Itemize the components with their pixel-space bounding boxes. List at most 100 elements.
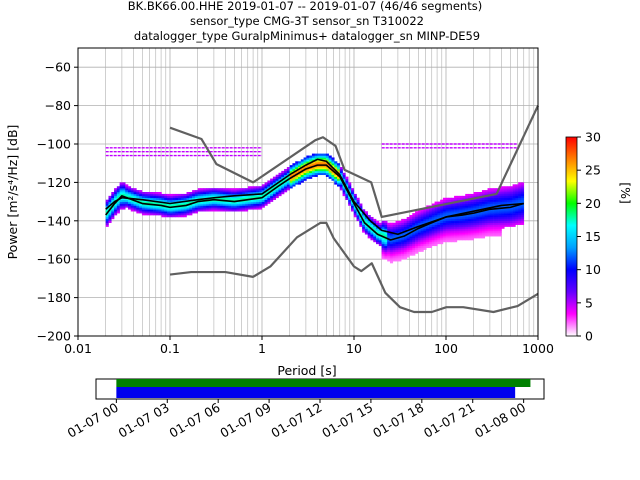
psd-cell bbox=[253, 205, 257, 208]
psd-cell bbox=[417, 228, 421, 231]
psd-cell bbox=[501, 193, 505, 197]
psd-cell bbox=[423, 216, 427, 220]
psd-cell bbox=[130, 209, 134, 212]
psd-cell bbox=[167, 209, 171, 212]
psd-cell bbox=[389, 253, 394, 256]
psd-cell bbox=[403, 232, 407, 235]
psd-cell bbox=[122, 201, 126, 204]
psd-cell bbox=[423, 209, 427, 212]
psd-cell bbox=[175, 203, 179, 206]
psd-cell bbox=[520, 220, 525, 224]
psd-cell bbox=[125, 201, 129, 204]
psd-cell bbox=[440, 238, 444, 241]
psd-cell bbox=[409, 216, 413, 220]
psd-cell bbox=[139, 199, 143, 202]
psd-cell bbox=[512, 207, 516, 210]
psd-cell bbox=[501, 201, 505, 204]
psd-cell bbox=[130, 203, 134, 206]
psd-cell bbox=[409, 215, 413, 218]
psd-cell bbox=[395, 251, 399, 254]
psd-cell bbox=[392, 222, 396, 225]
psd-cell bbox=[125, 203, 129, 206]
psd-cell bbox=[437, 220, 441, 224]
psd-cell bbox=[253, 203, 257, 206]
psd-cell bbox=[370, 226, 374, 229]
psd-cell bbox=[420, 249, 424, 252]
psd-cell bbox=[518, 195, 522, 199]
psd-cell bbox=[431, 218, 435, 222]
psd-cell bbox=[247, 207, 251, 210]
psd-cell bbox=[387, 232, 391, 235]
psd-cell bbox=[342, 178, 346, 181]
psd-cell bbox=[398, 238, 402, 241]
psd-cell bbox=[289, 174, 293, 177]
psd-cell bbox=[192, 211, 196, 214]
psd-cell bbox=[186, 195, 190, 199]
psd-cell bbox=[417, 216, 421, 220]
psd-cell bbox=[217, 209, 221, 212]
psd-cell bbox=[292, 165, 296, 168]
psd-cell bbox=[256, 203, 260, 206]
psd-cell bbox=[401, 230, 405, 233]
psd-cell bbox=[445, 226, 449, 229]
psd-cell bbox=[261, 184, 265, 187]
psd-cell bbox=[278, 182, 282, 185]
psd-cell bbox=[339, 180, 343, 183]
psd-cell bbox=[403, 226, 407, 229]
psd-cell bbox=[440, 218, 444, 222]
psd-cell bbox=[292, 180, 296, 183]
title-line-2: sensor_type CMG-3T sensor_sn T310022 bbox=[190, 14, 424, 28]
psd-cell bbox=[518, 209, 522, 212]
psd-cell bbox=[328, 170, 332, 174]
psd-cell bbox=[314, 157, 318, 160]
psd-cell bbox=[208, 190, 212, 193]
psd-cell bbox=[495, 230, 499, 233]
psd-cell bbox=[468, 220, 472, 224]
psd-cell bbox=[454, 228, 458, 231]
psd-cell bbox=[515, 192, 519, 195]
psd-cell bbox=[192, 197, 196, 200]
psd-cell bbox=[518, 205, 522, 208]
psd-cell bbox=[520, 186, 525, 189]
psd-cell bbox=[289, 184, 293, 187]
psd-cell bbox=[320, 155, 324, 158]
psd-cell bbox=[487, 199, 491, 202]
psd-cell bbox=[401, 218, 405, 222]
psd-cell bbox=[398, 226, 402, 229]
psd-cell bbox=[144, 192, 148, 195]
psd-cell bbox=[116, 209, 120, 212]
psd-cell bbox=[440, 201, 444, 204]
psd-cell bbox=[470, 222, 474, 225]
psd-cell bbox=[456, 197, 460, 200]
psd-cell bbox=[428, 232, 433, 235]
psd-cell bbox=[518, 193, 522, 197]
psd-cell bbox=[509, 190, 513, 193]
psd-cell bbox=[331, 161, 335, 164]
psd-cell bbox=[337, 163, 341, 166]
psd-cell bbox=[470, 230, 474, 233]
psd-cell bbox=[339, 188, 343, 191]
psd-cell bbox=[122, 184, 126, 187]
psd-cell bbox=[484, 230, 488, 233]
psd-cell bbox=[208, 205, 212, 208]
psd-cell bbox=[278, 190, 282, 193]
psd-cell bbox=[479, 207, 483, 210]
psd-cell bbox=[256, 190, 260, 193]
psd-cell bbox=[518, 199, 522, 202]
psd-cell bbox=[389, 234, 394, 237]
psd-cell bbox=[401, 224, 405, 227]
psd-cell bbox=[225, 192, 229, 195]
psd-cell bbox=[509, 195, 513, 199]
psd-cell bbox=[127, 203, 132, 206]
psd-cell bbox=[459, 203, 463, 206]
psd-cell bbox=[434, 240, 438, 243]
psd-cell bbox=[180, 203, 185, 206]
psd-cell bbox=[495, 222, 499, 225]
psd-cell bbox=[476, 222, 480, 225]
psd-cell bbox=[228, 197, 232, 200]
psd-cell bbox=[512, 193, 516, 197]
psd-cell bbox=[175, 215, 179, 218]
psd-cell bbox=[289, 180, 293, 183]
psd-cell bbox=[490, 226, 494, 229]
